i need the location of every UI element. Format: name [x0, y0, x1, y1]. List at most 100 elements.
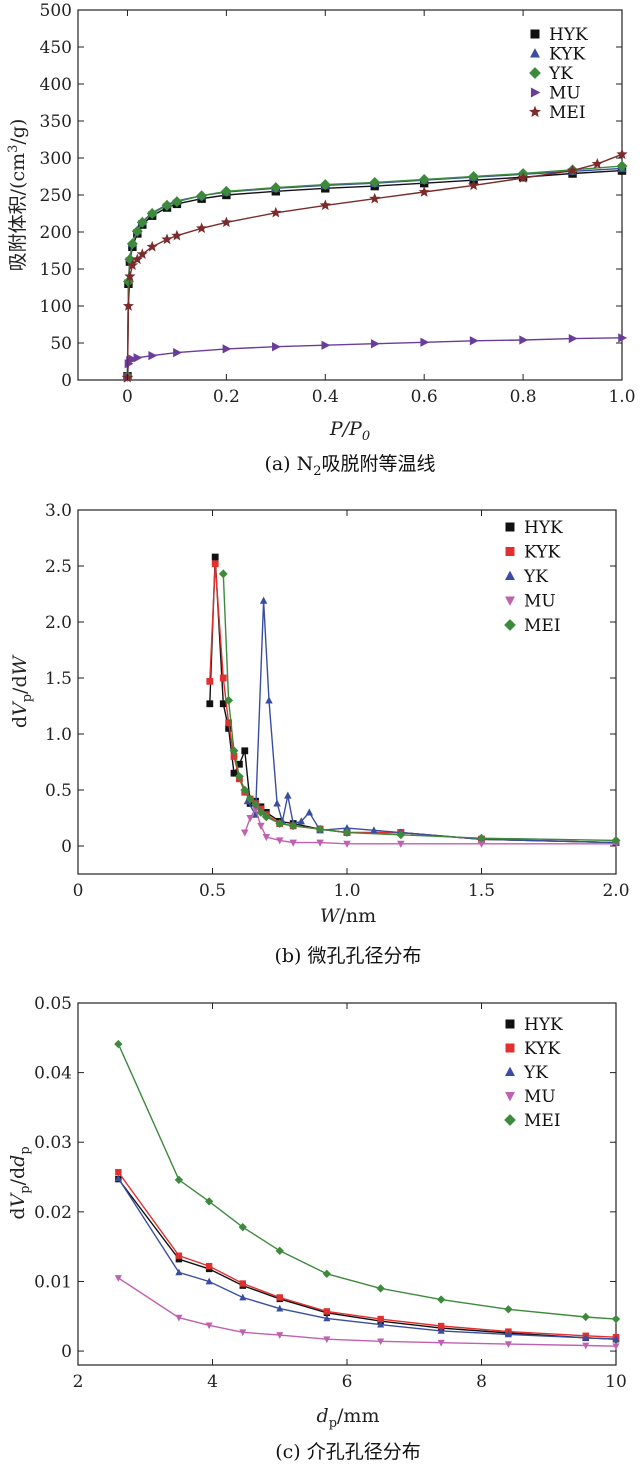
legend-marker-hyk	[505, 522, 515, 532]
data-point-yk	[114, 1174, 122, 1182]
data-point-mu	[377, 1338, 385, 1346]
y-tick-label: 300	[40, 149, 72, 169]
data-point-yk	[418, 174, 430, 185]
data-point-kyk	[276, 1294, 283, 1301]
data-point-kyk	[205, 1262, 213, 1270]
data-point-kyk	[437, 1322, 445, 1330]
legend-label-yk: YK	[548, 64, 573, 84]
y-tick-label: 100	[40, 297, 72, 317]
data-point-kyk	[115, 1168, 122, 1176]
panel-b-marks	[206, 553, 621, 848]
data-point-mei	[396, 830, 406, 840]
series-line-hyk	[117, 1178, 617, 1340]
legend-marker-mu	[530, 87, 541, 98]
y-tick-label: 0.5	[45, 781, 72, 801]
y-tick-label: 0	[61, 371, 72, 391]
data-point-mu	[568, 333, 578, 344]
legend-label-hyk: HYK	[524, 518, 563, 538]
data-point-mei	[126, 259, 138, 271]
panel-a-plot-frame	[77, 9, 623, 381]
data-point-mei	[288, 821, 298, 831]
data-point-hyk	[175, 1255, 183, 1263]
data-point-kyk	[175, 1252, 183, 1259]
panel-b-ticks: 0 0.5 1.0 1.5 2.0 0 0.5 1.0 1.5 2.0 2.5 3.0	[45, 501, 630, 901]
x-tick-label: 2.0	[602, 881, 629, 901]
data-point-mu	[519, 335, 529, 345]
data-point-mei	[376, 1284, 385, 1293]
data-point-mei	[517, 172, 529, 183]
panel-b: 0 0.5 1.0 1.5 2.0 0 0.5 1.0 1.5 2.0 2.5 3.0 HYK KYK Y…	[9, 501, 630, 967]
series-line-mei	[117, 1043, 617, 1320]
data-point-mu	[612, 1343, 620, 1351]
data-point-yk	[270, 182, 282, 194]
x-tick-label: 0.6	[411, 387, 438, 407]
panel-c-legend: HYK KYK YK MU MEI	[504, 1015, 563, 1131]
data-point-mei	[161, 233, 173, 245]
y-tick-label: 2.5	[45, 557, 72, 577]
data-point-mei	[468, 179, 480, 191]
x-tick-label: 4	[207, 1372, 218, 1392]
panel-c-marks	[114, 1039, 621, 1351]
data-point-yk	[196, 190, 208, 202]
data-point-mei	[436, 1295, 446, 1304]
legend-label-kyk: KYK	[524, 1039, 560, 1059]
data-point-yk	[171, 196, 183, 208]
data-point-mei	[256, 807, 266, 817]
y-tick-label: 0	[61, 1342, 72, 1362]
data-point-mu	[175, 1314, 183, 1322]
data-point-mei	[369, 192, 381, 204]
legend-label-mei: MEI	[524, 616, 561, 636]
legend-label-hyk: HYK	[549, 25, 588, 45]
data-point-mu	[477, 840, 486, 848]
data-point-yk	[369, 176, 381, 188]
data-point-mu	[262, 833, 271, 842]
data-point-mu	[618, 333, 628, 343]
data-point-mei	[315, 824, 325, 834]
data-point-yk	[239, 1293, 247, 1301]
panel-b-caption: (b) 微孔孔径分布	[274, 945, 421, 967]
y-tick-label: 450	[40, 38, 72, 58]
x-tick-label: 0	[73, 881, 84, 901]
x-tick-label: 1.0	[333, 881, 360, 901]
panel-c-ylabel: dVp/ddp	[7, 1146, 33, 1219]
panel-a-ticks: 0 0.2 0.4 0.6 0.8 1.0 0 50 100 150 200 250 300 350 400…	[40, 1, 636, 407]
data-point-yk	[220, 185, 232, 197]
data-point-mei	[270, 206, 282, 218]
panel-c-xlabel: dp/mm	[317, 1405, 380, 1431]
x-tick-label: 2	[73, 1372, 84, 1392]
data-point-yk	[323, 1314, 331, 1322]
data-point-mu	[343, 840, 351, 848]
data-point-yk	[175, 1268, 183, 1276]
data-point-mei	[114, 1039, 123, 1049]
panel-a-xlabel: P/P0	[329, 418, 370, 444]
panel-c-caption: (c) 介孔孔径分布	[275, 1441, 421, 1463]
data-point-yk	[504, 1330, 512, 1338]
data-point-mei	[322, 1269, 331, 1278]
data-point-hyk	[230, 769, 238, 777]
data-point-mu	[323, 1336, 331, 1344]
data-point-mei	[204, 1197, 214, 1206]
legend-marker-mu	[505, 1091, 515, 1102]
x-tick-label: 0.5	[199, 881, 226, 901]
data-point-yk	[146, 208, 158, 219]
data-point-mu	[370, 339, 380, 349]
panel-c-ticks: 2 4 6 8 10 0 0.01 0.02 0.03 0.04 0.05	[34, 994, 627, 1392]
legend-marker-hyk	[530, 29, 540, 39]
y-tick-label: 2.0	[45, 613, 72, 633]
data-point-hyk	[225, 725, 233, 732]
data-point-mu	[504, 1341, 512, 1348]
data-point-mei	[581, 1312, 590, 1322]
x-tick-label: 0.4	[312, 387, 339, 407]
data-point-mei	[234, 772, 244, 781]
data-point-yk	[468, 171, 480, 182]
data-point-mei	[229, 746, 239, 756]
data-point-mu	[437, 1339, 445, 1347]
data-point-kyk	[225, 719, 233, 727]
data-point-mu	[246, 814, 254, 823]
y-tick-label: 1.0	[45, 725, 72, 745]
legend-marker-kyk	[505, 547, 515, 556]
data-point-yk	[273, 799, 281, 807]
data-point-mei	[342, 828, 352, 837]
data-point-yk	[131, 225, 143, 237]
data-point-yk	[284, 791, 292, 799]
